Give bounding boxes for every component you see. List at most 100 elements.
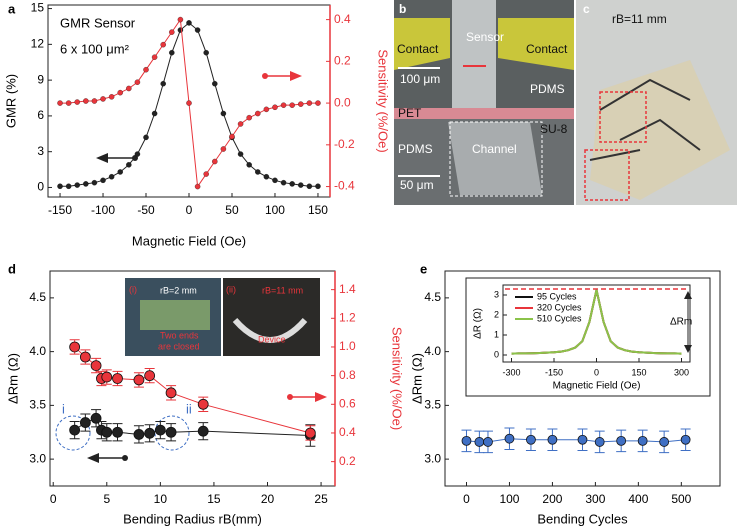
y-tick-label: 3.0 xyxy=(424,451,441,465)
highlight xyxy=(154,415,190,451)
point xyxy=(144,370,156,382)
point xyxy=(315,100,321,106)
y-tick-label: 3.5 xyxy=(424,398,441,412)
point xyxy=(160,80,166,87)
point xyxy=(90,412,102,424)
point xyxy=(272,177,278,184)
point xyxy=(57,183,63,190)
y-tick-label: 3 xyxy=(37,144,44,158)
annotation: Two ends xyxy=(160,330,199,340)
point xyxy=(272,104,278,111)
x-tick-label: 400 xyxy=(628,492,648,506)
point xyxy=(203,49,209,56)
point xyxy=(83,181,89,187)
x-axis-label: Bending Cycles xyxy=(537,511,628,526)
y2-tick-label: 0.8 xyxy=(339,368,356,382)
point xyxy=(100,96,106,102)
y-tick-label: 0 xyxy=(494,349,499,359)
point xyxy=(126,85,132,92)
x-tick-label: 15 xyxy=(207,492,221,506)
x-tick-label: 5 xyxy=(103,492,110,506)
x-tick-label: 300 xyxy=(585,492,605,506)
x-tick-label: 0 xyxy=(463,492,470,506)
point xyxy=(101,371,113,383)
x-tick-label: 0 xyxy=(186,203,193,217)
x-tick-label: 20 xyxy=(261,492,275,506)
y2-tick-label: -0.4 xyxy=(334,179,355,193)
point xyxy=(143,66,149,73)
point xyxy=(255,110,261,117)
point xyxy=(154,424,166,436)
y2-axis-label: Sensitivity (%/Oe) xyxy=(390,327,405,430)
point xyxy=(126,162,132,168)
photo-text: Contact xyxy=(397,42,439,56)
point xyxy=(229,133,235,140)
point xyxy=(263,173,270,180)
point xyxy=(246,162,252,168)
x-tick-label: -50 xyxy=(137,203,155,217)
point xyxy=(237,121,244,127)
legend-label: 510 Cycles xyxy=(537,313,582,323)
y-axis-label: GMR (%) xyxy=(3,74,18,128)
point xyxy=(108,173,115,180)
point xyxy=(69,341,81,353)
x-tick-label: -150 xyxy=(545,367,563,377)
x-tick-label: 100 xyxy=(499,492,519,506)
panel-label: d xyxy=(8,261,16,276)
annotation: i xyxy=(62,401,65,416)
y-tick-label: 9 xyxy=(37,72,44,86)
point xyxy=(280,179,287,186)
photo-text: Contact xyxy=(526,42,568,56)
photo-text: 100 μm xyxy=(400,72,440,86)
photo-text: rB=11 mm xyxy=(612,12,667,26)
annotation: rB=2 mm xyxy=(160,285,197,295)
y-tick-label: 4.5 xyxy=(29,290,46,304)
photo-text: PET xyxy=(398,106,422,120)
point xyxy=(74,182,80,188)
point xyxy=(83,98,89,104)
point xyxy=(134,151,141,157)
point xyxy=(659,437,670,447)
point xyxy=(186,20,192,26)
y2-tick-label: 0.6 xyxy=(339,396,356,410)
point xyxy=(177,27,184,33)
annotation: Device xyxy=(258,334,286,344)
point xyxy=(151,54,158,60)
point xyxy=(577,434,588,445)
point xyxy=(197,398,209,410)
y-tick-label: 15 xyxy=(31,1,45,15)
point xyxy=(117,169,123,175)
y2-tick-label: 1.0 xyxy=(339,339,356,353)
photo-text: SU-8 xyxy=(540,122,568,136)
x-tick-label: 150 xyxy=(631,367,646,377)
point xyxy=(194,27,201,33)
x-tick-label: 100 xyxy=(265,203,285,217)
y-tick-label: 6 xyxy=(37,108,44,122)
annotation: ii xyxy=(186,401,192,416)
point xyxy=(637,435,648,446)
point xyxy=(134,79,141,85)
y2-axis-label: Sensitivity (%/Oe) xyxy=(376,49,391,152)
point xyxy=(461,435,472,446)
annotation: (ii) xyxy=(226,284,236,294)
point xyxy=(91,179,98,186)
x-tick-label: 10 xyxy=(154,492,168,506)
y-axis-label: ΔR (Ω) xyxy=(473,308,484,339)
y2-tick-label: 0.2 xyxy=(334,54,351,68)
point xyxy=(112,426,123,438)
point xyxy=(289,102,295,108)
point xyxy=(169,49,175,56)
point xyxy=(133,374,145,386)
photo-text: Sensor xyxy=(466,30,504,44)
point xyxy=(220,146,227,152)
point xyxy=(474,437,485,447)
point xyxy=(616,435,627,446)
connector xyxy=(74,346,311,434)
x-tick-label: 0 xyxy=(50,492,57,506)
photo-text: 50 μm xyxy=(400,178,434,192)
highlight xyxy=(55,415,91,451)
point xyxy=(165,426,177,438)
photo-text: PDMS xyxy=(398,142,433,156)
point xyxy=(65,100,72,106)
